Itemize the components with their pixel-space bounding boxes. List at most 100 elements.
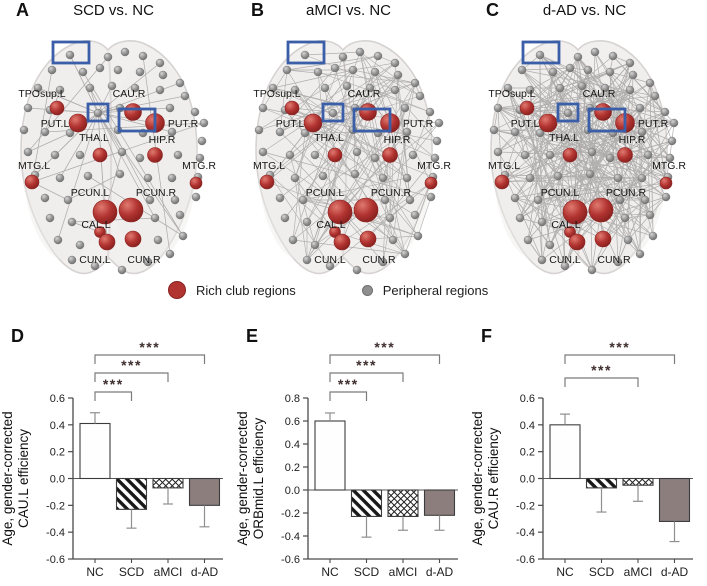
y-tick-label: 0.4 (50, 420, 65, 432)
region-label: THA.L (79, 132, 109, 144)
peripheral-node (402, 127, 412, 137)
rich-club-node (24, 174, 40, 190)
peripheral-node (120, 47, 130, 57)
rich-club-node (124, 103, 142, 121)
region-label: MTG.L (18, 160, 50, 172)
peripheral-node (258, 147, 268, 157)
x-tick-label: aMCI (624, 565, 653, 579)
y-tick-labels: 0.8 0.6 0.4 0.2 0.0 -0.2 -0.4 -0.6 (281, 393, 300, 566)
network-edge (541, 85, 583, 261)
region-label: PUT.R (168, 118, 199, 130)
network-edge (552, 71, 602, 211)
region-label: MTG.R (652, 160, 686, 172)
network-edge (292, 122, 440, 241)
rich-club-node (562, 199, 588, 225)
peripheral-node (313, 67, 323, 77)
peripheral-node (290, 85, 300, 95)
peripheral-node (637, 173, 647, 183)
y-tick-label: 0.4 (285, 439, 300, 451)
peripheral-node (23, 147, 33, 157)
sig-stars: *** (591, 362, 612, 378)
peripheral-node (380, 195, 390, 205)
network-edge (649, 82, 654, 237)
peripheral-node (328, 108, 338, 118)
peripheral-node (390, 58, 400, 68)
peripheral-node (19, 125, 29, 135)
peripheral-node (373, 51, 383, 61)
y-axis-title-line1: Age, gender-corrected (470, 411, 485, 545)
peripheral-node (93, 108, 103, 118)
peripheral-node (533, 195, 543, 205)
peripheral-node (548, 67, 558, 77)
peripheral-node (190, 107, 200, 117)
highlight-box (556, 102, 580, 123)
peripheral-node (605, 67, 615, 77)
peripheral-node (342, 81, 352, 91)
peripheral-node (78, 67, 88, 77)
y-axis-title: Age, gender-corrected ORBmid.L efficiency (235, 411, 266, 545)
brain-network-scd: TPOsup.L PUT.L CAU.R PUT.R THA.L HIP.R MTG.L MT… (18, 40, 216, 275)
rich-club-node (147, 147, 163, 163)
y-tick-label: 0.2 (520, 447, 535, 459)
highlight-box (587, 107, 627, 133)
panel-c: C d-AD vs. NC TPOsup.L PUT.L CAU.R PUT.R THA… (470, 0, 707, 314)
legend-label-peripheral: Peripheral regions (382, 282, 489, 298)
network-edge (539, 54, 629, 241)
peripheral-node (135, 67, 145, 77)
peripheral-node (302, 255, 312, 265)
region-label: PCUN.L (306, 187, 345, 199)
peripheral-node (434, 118, 444, 128)
peripheral-node (493, 147, 503, 157)
region-label: CAU.R (348, 88, 381, 100)
peripheral-node (290, 173, 300, 183)
peripheral-node (523, 235, 533, 245)
network-edge (654, 95, 673, 142)
peripheral-node (660, 107, 670, 117)
peripheral-node (410, 210, 420, 220)
peripheral-node (40, 127, 50, 137)
region-label: CUN.L (549, 254, 581, 266)
peripheral-node (410, 78, 420, 88)
sig-stars: *** (338, 376, 359, 392)
network-edge (557, 154, 649, 177)
peripheral-node (107, 81, 117, 91)
network-edge (359, 51, 391, 124)
rich-club-node (189, 176, 203, 190)
region-label: CUN.L (79, 254, 111, 266)
network-edge (602, 154, 649, 240)
highlight-box (286, 40, 326, 65)
panel-a: A SCD vs. NC TPOsup.L PUT.L CAU.R PUT.R THA.… (0, 0, 235, 314)
sig-stars: *** (374, 339, 395, 355)
peripheral-node (63, 195, 73, 205)
rich-club-node (124, 230, 142, 248)
peripheral-node (195, 153, 205, 163)
peripheral-node (175, 210, 185, 220)
region-label: PCUN.L (71, 187, 110, 199)
peripheral-node (145, 195, 155, 205)
peripheral-node (628, 70, 638, 80)
bar-aMCI (622, 477, 654, 486)
x-tick-labels: NC SCD aMCI d-AD (321, 565, 453, 579)
rich-club-node (118, 197, 144, 223)
rich-club-node (333, 233, 351, 251)
region-label: CAU.R (583, 88, 616, 100)
rich-club-node (659, 176, 673, 190)
network-edge (97, 112, 156, 219)
peripheral-node (117, 265, 127, 275)
bar-SCD (115, 477, 148, 510)
peripheral-node (515, 213, 525, 223)
network-edge (279, 154, 336, 199)
peripheral-node (67, 255, 77, 265)
peripheral-node (493, 103, 503, 113)
figure-legend: Rich club regions Peripheral regions (168, 278, 488, 302)
network-edge (541, 71, 554, 223)
peripheral-node (400, 103, 410, 113)
network-edge (569, 157, 671, 233)
network-edge (497, 107, 503, 183)
bar-SCD (585, 477, 618, 489)
network-edge (67, 173, 121, 201)
region-label: PUT.L (41, 118, 70, 130)
rich-club-node (259, 174, 275, 190)
peripheral-node (635, 249, 645, 259)
region-label: CAL.L (551, 219, 580, 231)
